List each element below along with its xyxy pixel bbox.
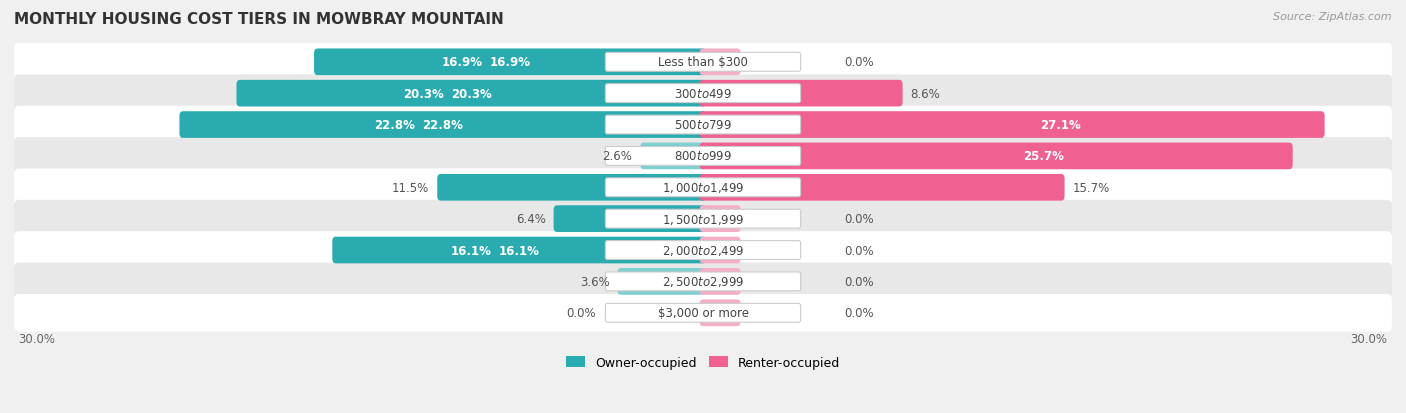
Text: 22.8%: 22.8% bbox=[374, 119, 415, 132]
FancyBboxPatch shape bbox=[700, 49, 741, 76]
Text: 0.0%: 0.0% bbox=[845, 275, 875, 288]
Text: $300 to $499: $300 to $499 bbox=[673, 88, 733, 100]
FancyBboxPatch shape bbox=[14, 107, 1392, 144]
FancyBboxPatch shape bbox=[14, 44, 1392, 81]
FancyBboxPatch shape bbox=[332, 237, 706, 264]
FancyBboxPatch shape bbox=[180, 112, 706, 138]
Text: 25.7%: 25.7% bbox=[1024, 150, 1064, 163]
FancyBboxPatch shape bbox=[606, 53, 800, 72]
FancyBboxPatch shape bbox=[14, 294, 1392, 332]
Text: 16.9%: 16.9% bbox=[489, 56, 530, 69]
FancyBboxPatch shape bbox=[606, 272, 800, 291]
Text: 6.4%: 6.4% bbox=[516, 213, 546, 225]
FancyBboxPatch shape bbox=[554, 206, 706, 233]
Text: 0.0%: 0.0% bbox=[845, 56, 875, 69]
FancyBboxPatch shape bbox=[606, 116, 800, 135]
Text: $2,000 to $2,499: $2,000 to $2,499 bbox=[662, 243, 744, 257]
FancyBboxPatch shape bbox=[314, 49, 706, 76]
Text: $1,500 to $1,999: $1,500 to $1,999 bbox=[662, 212, 744, 226]
FancyBboxPatch shape bbox=[14, 138, 1392, 175]
FancyBboxPatch shape bbox=[606, 178, 800, 197]
Text: 20.3%: 20.3% bbox=[451, 88, 492, 100]
FancyBboxPatch shape bbox=[14, 75, 1392, 113]
Text: 11.5%: 11.5% bbox=[392, 181, 429, 194]
FancyBboxPatch shape bbox=[606, 304, 800, 323]
FancyBboxPatch shape bbox=[606, 85, 800, 103]
FancyBboxPatch shape bbox=[617, 268, 706, 295]
FancyBboxPatch shape bbox=[14, 200, 1392, 238]
FancyBboxPatch shape bbox=[700, 175, 1064, 201]
FancyBboxPatch shape bbox=[606, 241, 800, 260]
Text: Source: ZipAtlas.com: Source: ZipAtlas.com bbox=[1274, 12, 1392, 22]
FancyBboxPatch shape bbox=[700, 143, 1292, 170]
Legend: Owner-occupied, Renter-occupied: Owner-occupied, Renter-occupied bbox=[567, 356, 839, 369]
FancyBboxPatch shape bbox=[437, 175, 706, 201]
Text: 16.1%: 16.1% bbox=[499, 244, 540, 257]
Text: $1,000 to $1,499: $1,000 to $1,499 bbox=[662, 181, 744, 195]
Text: 16.1%: 16.1% bbox=[451, 244, 492, 257]
Text: MONTHLY HOUSING COST TIERS IN MOWBRAY MOUNTAIN: MONTHLY HOUSING COST TIERS IN MOWBRAY MO… bbox=[14, 12, 503, 27]
FancyBboxPatch shape bbox=[700, 81, 903, 107]
FancyBboxPatch shape bbox=[14, 263, 1392, 301]
Text: 30.0%: 30.0% bbox=[1350, 332, 1388, 345]
Text: 0.0%: 0.0% bbox=[567, 306, 596, 320]
Text: 0.0%: 0.0% bbox=[845, 213, 875, 225]
FancyBboxPatch shape bbox=[700, 300, 741, 326]
FancyBboxPatch shape bbox=[700, 237, 741, 264]
Text: 2.6%: 2.6% bbox=[602, 150, 633, 163]
Text: Less than $300: Less than $300 bbox=[658, 56, 748, 69]
FancyBboxPatch shape bbox=[700, 112, 1324, 138]
FancyBboxPatch shape bbox=[606, 210, 800, 228]
Text: $800 to $999: $800 to $999 bbox=[673, 150, 733, 163]
Text: $2,500 to $2,999: $2,500 to $2,999 bbox=[662, 275, 744, 289]
Text: 15.7%: 15.7% bbox=[1073, 181, 1109, 194]
Text: 0.0%: 0.0% bbox=[845, 244, 875, 257]
Text: 27.1%: 27.1% bbox=[1039, 119, 1080, 132]
FancyBboxPatch shape bbox=[236, 81, 706, 107]
FancyBboxPatch shape bbox=[700, 268, 741, 295]
Text: $3,000 or more: $3,000 or more bbox=[658, 306, 748, 320]
FancyBboxPatch shape bbox=[14, 169, 1392, 206]
Text: 0.0%: 0.0% bbox=[845, 306, 875, 320]
Text: 3.6%: 3.6% bbox=[579, 275, 609, 288]
FancyBboxPatch shape bbox=[700, 206, 741, 233]
Text: 20.3%: 20.3% bbox=[404, 88, 444, 100]
FancyBboxPatch shape bbox=[606, 147, 800, 166]
Text: 30.0%: 30.0% bbox=[18, 332, 56, 345]
FancyBboxPatch shape bbox=[640, 143, 706, 170]
Text: 22.8%: 22.8% bbox=[422, 119, 464, 132]
Text: 16.9%: 16.9% bbox=[441, 56, 482, 69]
FancyBboxPatch shape bbox=[14, 232, 1392, 269]
Text: 8.6%: 8.6% bbox=[911, 88, 941, 100]
Text: $500 to $799: $500 to $799 bbox=[673, 119, 733, 132]
